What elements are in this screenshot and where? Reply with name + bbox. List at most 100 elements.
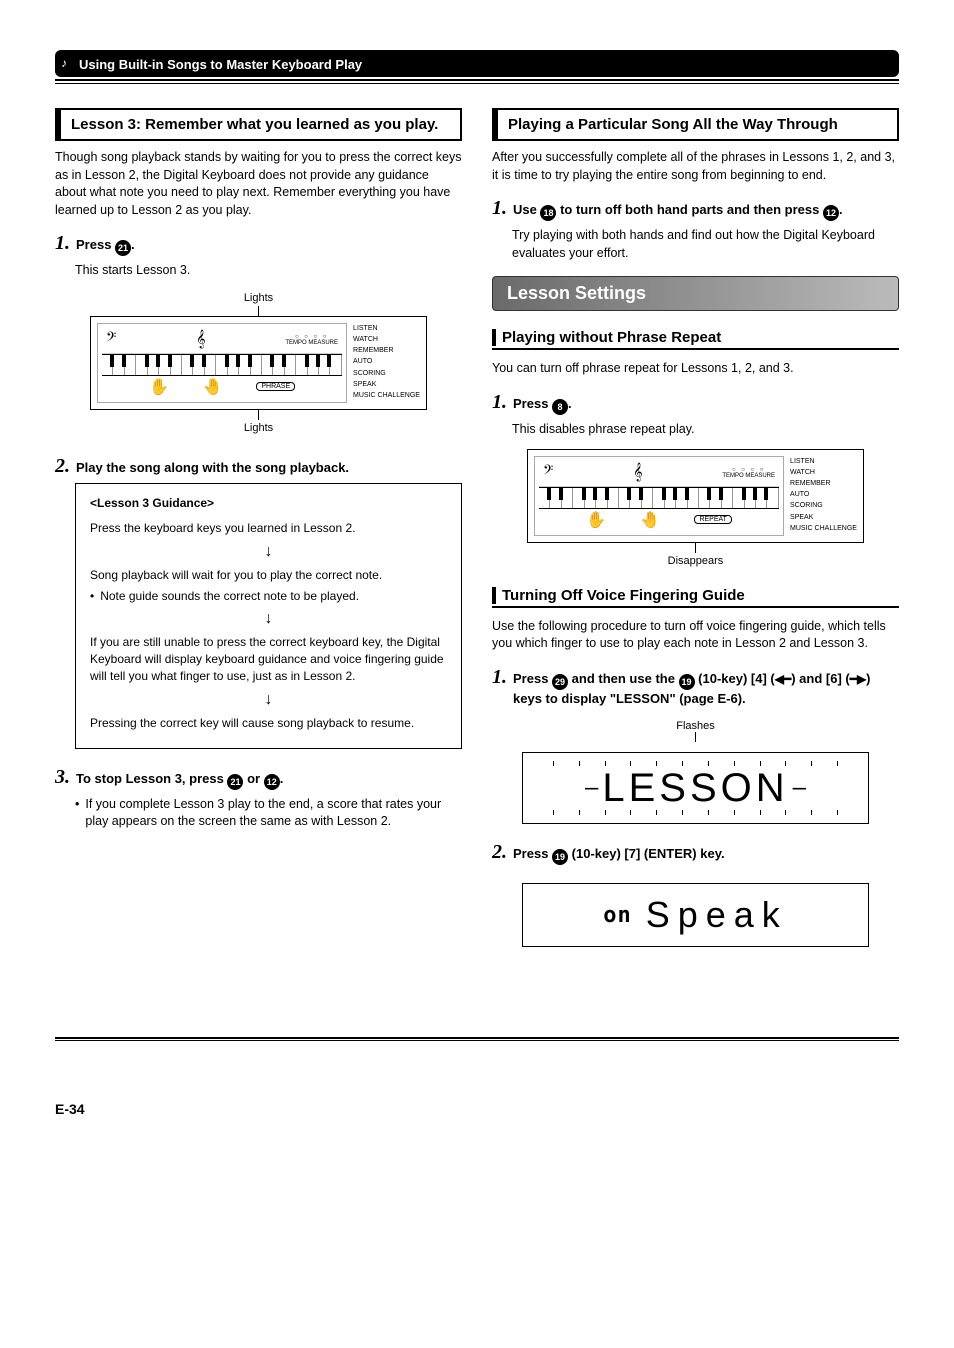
lesson3-heading: Lesson 3: Remember what you learned as y…: [55, 108, 462, 141]
treble-clef-icon: 𝄞: [633, 464, 642, 482]
bass-clef-icon: 𝄢: [106, 331, 116, 349]
sl: SCORING: [790, 500, 857, 511]
t: Press: [513, 396, 552, 411]
sl: AUTO: [790, 489, 857, 500]
t: Press: [513, 846, 552, 861]
step1-desc: This starts Lesson 3.: [75, 262, 462, 280]
phrase-repeat-intro: You can turn off phrase repeat for Lesso…: [492, 360, 899, 378]
section-banner: Using Built-in Songs to Master Keyboard …: [55, 50, 899, 77]
flashes-caption: Flashes: [492, 720, 899, 732]
button-ref-icon: 21: [115, 240, 131, 256]
step-number: 1.: [492, 392, 507, 412]
sl: REMEMBER: [790, 478, 857, 489]
phrase-repeat-title: Playing without Phrase Repeat: [492, 329, 899, 346]
step3-bullet: If you complete Lesson 3 play to the end…: [85, 796, 462, 831]
header-rule: [55, 79, 899, 84]
disappears-caption: Disappears: [492, 555, 899, 567]
piano-diagram: [102, 354, 342, 376]
bass-clef-icon: 𝄢: [543, 464, 553, 482]
t: ) and [6] (: [791, 671, 850, 686]
button-ref-icon: 12: [264, 774, 280, 790]
footer-rule: [55, 1037, 899, 1041]
side-labels: LISTEN WATCH REMEMBER AUTO SCORING SPEAK…: [790, 456, 857, 534]
sl: SPEAK: [353, 379, 420, 390]
playthrough-title: Playing a Particular Song All the Way Th…: [508, 116, 838, 133]
lesson3-intro: Though song playback stands by waiting f…: [55, 149, 462, 219]
lcd-box: 𝄢 𝄞 ○ ○ ○ ○TEMPO MEASURE ✋ 🤚: [90, 316, 427, 410]
step-body: Press 21.: [76, 236, 135, 256]
next-arrow-icon: ━▶: [850, 671, 866, 688]
lcd-box: 𝄢 𝄞 ○ ○ ○ ○TEMPO MEASURE ✋ 🤚: [527, 449, 864, 543]
button-ref-icon: 21: [227, 774, 243, 790]
t: (10-key) [7] (ENTER) key.: [568, 846, 725, 861]
down-arrow-icon: ↓: [90, 543, 447, 561]
voice-fingering-title: Turning Off Voice Fingering Guide: [492, 587, 899, 604]
phrase-repeat-desc: This disables phrase repeat play.: [512, 421, 899, 439]
button-ref-icon: 12: [823, 205, 839, 221]
button-ref-icon: 19: [552, 849, 568, 865]
phrase-repeat-head: Playing without Phrase Repeat: [492, 329, 899, 350]
t: (10-key) [4] (: [695, 671, 775, 686]
step-body: Press 29 and then use the 19 (10-key) [4…: [513, 670, 899, 708]
step3-body: To stop Lesson 3, press 21 or 12.: [76, 770, 283, 790]
display-figure-1: Lights 𝄢 𝄞 ○ ○ ○ ○TEMPO MEASURE: [55, 290, 462, 436]
lesson3-step3: 3. To stop Lesson 3, press 21 or 12.: [55, 767, 462, 790]
g-p2b: Note guide sounds the correct note to be…: [100, 588, 359, 605]
lights-caption-top: Lights: [244, 292, 273, 304]
repeat-tag: REPEAT: [694, 515, 732, 524]
sl: AUTO: [353, 356, 420, 367]
sl: LISTEN: [353, 323, 420, 334]
down-arrow-icon: ↓: [90, 610, 447, 628]
left-hand-icon: ✋: [149, 377, 169, 397]
t: .: [839, 202, 843, 217]
sl: SPEAK: [790, 512, 857, 523]
piano-diagram: [539, 487, 779, 509]
step-number: 2.: [492, 842, 507, 862]
sl: WATCH: [790, 467, 857, 478]
sl: MUSIC CHALLENGE: [353, 390, 420, 401]
playthrough-desc: Try playing with both hands and find out…: [512, 227, 899, 262]
voice-fingering-intro: Use the following procedure to turn off …: [492, 618, 899, 653]
button-ref-icon: 18: [540, 205, 556, 221]
button-ref-icon: 19: [679, 674, 695, 690]
lesson3-step1: 1. Press 21.: [55, 233, 462, 256]
step-number: 3.: [55, 767, 70, 787]
t: .: [131, 237, 135, 252]
phrase-tag: PHRASE: [256, 382, 295, 391]
left-hand-icon: ✋: [586, 510, 606, 530]
phrase-repeat-step1: 1. Press 8.: [492, 392, 899, 415]
step-body: Press 8.: [513, 395, 572, 415]
side-labels: LISTEN WATCH REMEMBER AUTO SCORING SPEAK…: [353, 323, 420, 401]
sl: WATCH: [353, 334, 420, 345]
step-number: 1.: [492, 667, 507, 687]
right-hand-icon: 🤚: [203, 377, 223, 397]
playthrough-intro: After you successfully complete all of t…: [492, 149, 899, 184]
t: and then use the: [568, 671, 679, 686]
step-body: Press 19 (10-key) [7] (ENTER) key.: [513, 845, 725, 865]
page-number: E-34: [55, 1101, 899, 1117]
step-body: Use 18 to turn off both hand parts and t…: [513, 201, 843, 221]
t: Press: [76, 237, 115, 252]
step2-body: Play the song along with the song playba…: [76, 459, 349, 477]
sl: SCORING: [353, 368, 420, 379]
playthrough-step1: 1. Use 18 to turn off both hand parts an…: [492, 198, 899, 221]
lights-caption-bot: Lights: [244, 422, 273, 434]
t: .: [280, 771, 284, 786]
sl: REMEMBER: [353, 345, 420, 356]
vf-step2: 2. Press 19 (10-key) [7] (ENTER) key.: [492, 842, 899, 865]
t: to turn off both hand parts and then pre…: [556, 202, 823, 217]
guidance-title: <Lesson 3 Guidance>: [90, 496, 447, 510]
step-number: 2.: [55, 456, 70, 476]
display-figure-2: 𝄢 𝄞 ○ ○ ○ ○TEMPO MEASURE ✋ 🤚: [492, 449, 899, 567]
lesson3-step2: 2. Play the song along with the song pla…: [55, 456, 462, 477]
tempo-measure-label: ○ ○ ○ ○TEMPO MEASURE: [285, 334, 338, 346]
voice-fingering-head: Turning Off Voice Fingering Guide: [492, 587, 899, 608]
lesson-settings-bar: Lesson Settings: [492, 276, 899, 311]
button-ref-icon: 29: [552, 674, 568, 690]
banner-text: Using Built-in Songs to Master Keyboard …: [79, 57, 362, 72]
speak-label: Speak: [646, 894, 788, 936]
g-p2: Song playback will wait for you to play …: [90, 567, 447, 584]
speak-lcd: on Speak: [522, 883, 869, 947]
lcd-main: 𝄢 𝄞 ○ ○ ○ ○TEMPO MEASURE ✋ 🤚: [534, 456, 784, 536]
step-number: 1.: [492, 198, 507, 218]
